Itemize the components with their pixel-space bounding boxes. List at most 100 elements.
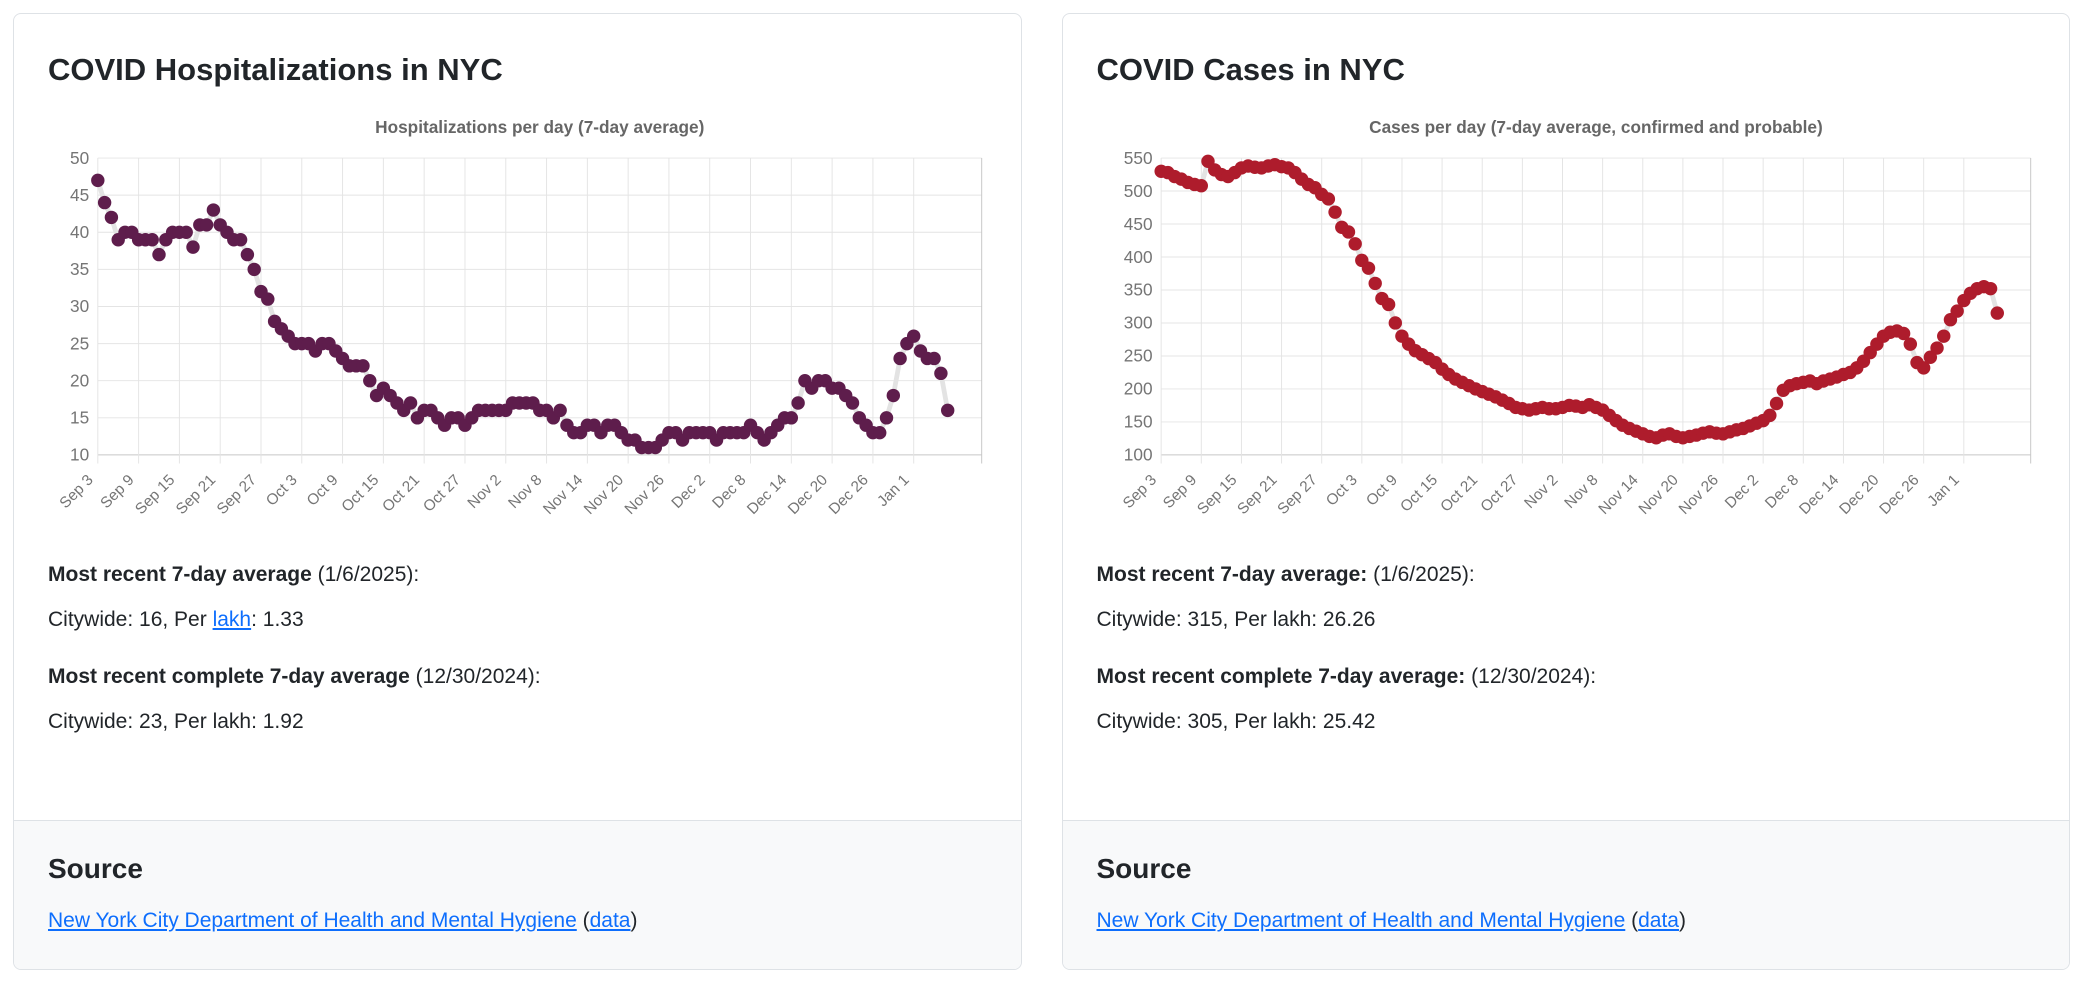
paren-close: ) [630,909,638,932]
svg-text:Nov 2: Nov 2 [1521,472,1561,512]
recent-average-value: Citywide: 16, Per lakh: 1.33 [48,606,987,634]
svg-text:Oct 9: Oct 9 [304,472,342,510]
svg-text:200: 200 [1123,379,1152,399]
page-title-cases: COVID Cases in NYC [1096,52,1405,87]
svg-text:350: 350 [1123,280,1152,300]
complete-average-value: Citywide: 305, Per lakh: 25.42 [1096,710,1376,734]
svg-text:15: 15 [70,408,89,428]
recent-value-suffix: : 1.33 [251,607,304,631]
hospitalizations-card: COVID Hospitalizations in NYC Hospitaliz… [13,13,1022,970]
recent-average-date: (1/6/2025): [311,563,420,587]
chart-grid [1160,157,2031,464]
doh-link[interactable]: New York City Department of Health and M… [1096,909,1626,932]
svg-text:Oct 21: Oct 21 [379,472,423,516]
svg-text:Dec 20: Dec 20 [785,472,831,518]
recent-average-label: Most recent 7-day average [48,563,312,587]
svg-text:Dec 2: Dec 2 [668,472,708,512]
svg-text:Jan 1: Jan 1 [1924,472,1963,511]
recent-average-block: Most recent 7-day average (1/6/2025): Ci… [48,561,987,633]
cases-chart: Cases per day (7-day average, confirmed … [1119,117,2031,518]
complete-average-date: (12/30/2024): [1465,665,1597,689]
svg-text:30: 30 [70,296,89,316]
source-line: New York City Department of Health and M… [48,909,987,933]
svg-text:500: 500 [1123,181,1152,201]
hospitalizations-chart: Hospitalizations per day (7-day average)… [56,117,983,518]
svg-text:Sep 15: Sep 15 [132,472,178,518]
svg-text:10: 10 [70,445,89,465]
svg-text:Sep 27: Sep 27 [214,472,260,518]
svg-text:100: 100 [1123,445,1152,465]
complete-average-block: Most recent complete 7-day average (12/3… [48,663,987,735]
recent-average-date: (1/6/2025): [1367,563,1475,587]
data-link[interactable]: data [1638,909,1679,932]
complete-average-heading: Most recent complete 7-day average (12/3… [48,663,987,691]
doh-link[interactable]: New York City Department of Health and M… [48,909,577,932]
paren-open: ( [1625,909,1639,932]
data-link[interactable]: data [589,909,631,932]
svg-text:Oct 21: Oct 21 [1437,472,1481,516]
recent-average-heading: Most recent 7-day average (1/6/2025): [48,561,987,589]
svg-text:40: 40 [70,222,89,242]
y-axis-labels: 100 150 200 250 300 350 400 450 500 550 [1123,148,1152,465]
svg-text:Oct 27: Oct 27 [1477,472,1521,516]
svg-text:Cases per day (7-day average,: Cases per day (7-day average, confirmed … [1369,117,1823,137]
svg-text:Jan 1: Jan 1 [874,472,913,511]
svg-text:Dec 26: Dec 26 [1876,472,1922,518]
hospitalizations-source-footer: Source New York City Department of Healt… [14,820,1021,969]
svg-text:Dec 14: Dec 14 [1796,471,1843,518]
svg-text:Dec 20: Dec 20 [1836,472,1882,518]
svg-text:Nov 20: Nov 20 [581,472,627,518]
svg-text:20: 20 [70,370,89,390]
source-line: New York City Department of Health and M… [1097,909,2036,933]
paren-close: ) [1678,909,1686,932]
svg-text:50: 50 [70,148,89,168]
svg-text:Oct 27: Oct 27 [420,472,464,516]
recent-value-prefix: Citywide: 16, Per [48,607,213,631]
svg-text:35: 35 [70,259,89,279]
complete-average-date: (12/30/2024): [409,665,541,689]
recent-average-label: Most recent 7-day average: [1096,563,1368,587]
cases-source-footer: Source New York City Department of Healt… [1062,820,2069,969]
svg-text:Nov 20: Nov 20 [1635,472,1681,518]
svg-text:Sep 3: Sep 3 [1119,472,1159,512]
svg-text:450: 450 [1123,214,1152,234]
complete-average-label: Most recent complete 7-day average: [1096,665,1466,689]
svg-text:45: 45 [70,185,89,205]
cases-stats: Most recent 7-day average: (1/6/2025): C… [1097,561,2036,736]
svg-text:Oct 15: Oct 15 [338,472,382,516]
page-title-hospitalizations: COVID Hospitalizations in NYC [48,52,503,87]
complete-average-label: Most recent complete 7-day average [48,665,410,689]
hospitalizations-stats: Most recent 7-day average (1/6/2025): Ci… [48,561,987,736]
hospitalizations-card-body: COVID Hospitalizations in NYC Hospitaliz… [14,14,1021,820]
svg-text:25: 25 [70,333,89,353]
complete-average-heading: Most recent complete 7-day average: (12/… [1097,663,2036,691]
source-heading: Source [1096,853,1192,884]
svg-text:Nov 14: Nov 14 [540,471,587,518]
source-heading: Source [48,853,143,884]
y-axis-labels: 10 15 20 25 30 35 40 45 50 [70,148,89,465]
svg-text:250: 250 [1123,346,1152,366]
svg-text:Nov 26: Nov 26 [1675,472,1721,518]
svg-text:150: 150 [1123,412,1152,432]
data-series [1160,156,2000,441]
svg-text:550: 550 [1123,148,1152,168]
svg-text:Dec 2: Dec 2 [1721,472,1761,512]
cases-card: COVID Cases in NYC Cases per day (7-day … [1061,13,2070,970]
recent-average-heading: Most recent 7-day average: (1/6/2025): [1097,561,2036,589]
svg-text:Dec 14: Dec 14 [744,471,791,518]
svg-text:Sep 21: Sep 21 [1234,472,1280,518]
chart-grid [97,157,983,464]
svg-text:Oct 9: Oct 9 [1363,472,1401,510]
svg-text:Nov 2: Nov 2 [464,472,504,512]
svg-text:Sep 21: Sep 21 [173,472,219,518]
complete-average-value: Citywide: 23, Per lakh: 1.92 [48,710,304,734]
paren-open: ( [576,909,590,932]
lakh-link[interactable]: lakh [212,607,252,631]
svg-text:Oct 3: Oct 3 [1322,472,1360,510]
recent-average-block: Most recent 7-day average: (1/6/2025): C… [1097,561,2036,633]
svg-text:Oct 15: Oct 15 [1397,472,1441,516]
svg-text:Sep 3: Sep 3 [56,472,96,512]
